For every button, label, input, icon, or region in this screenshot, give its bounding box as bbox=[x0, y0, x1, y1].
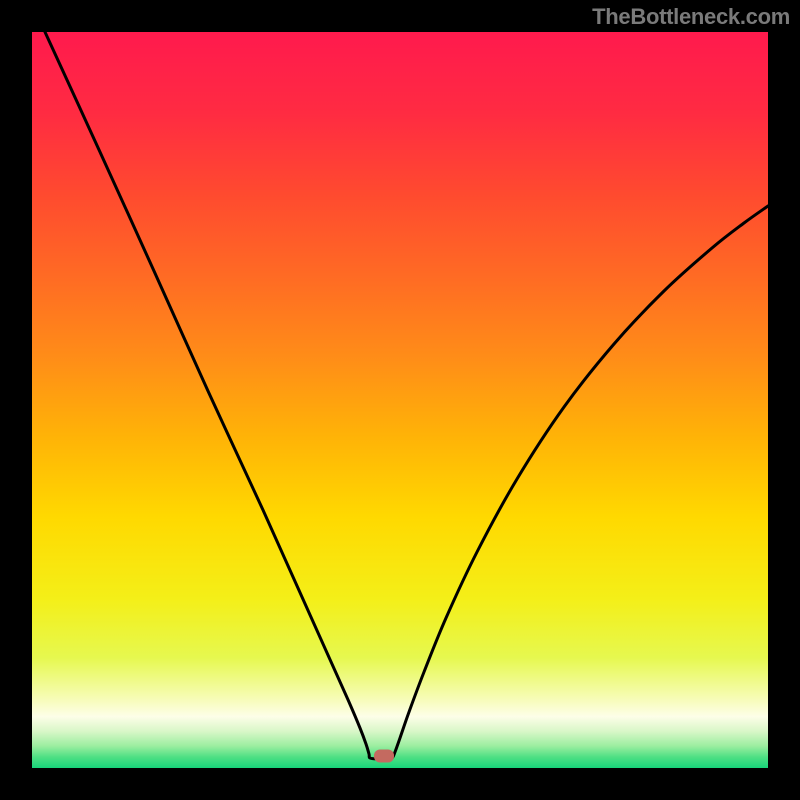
watermark-text: TheBottleneck.com bbox=[592, 4, 790, 30]
plot-area bbox=[32, 32, 768, 768]
bottleneck-marker bbox=[374, 750, 394, 763]
bottleneck-curve bbox=[32, 32, 768, 768]
